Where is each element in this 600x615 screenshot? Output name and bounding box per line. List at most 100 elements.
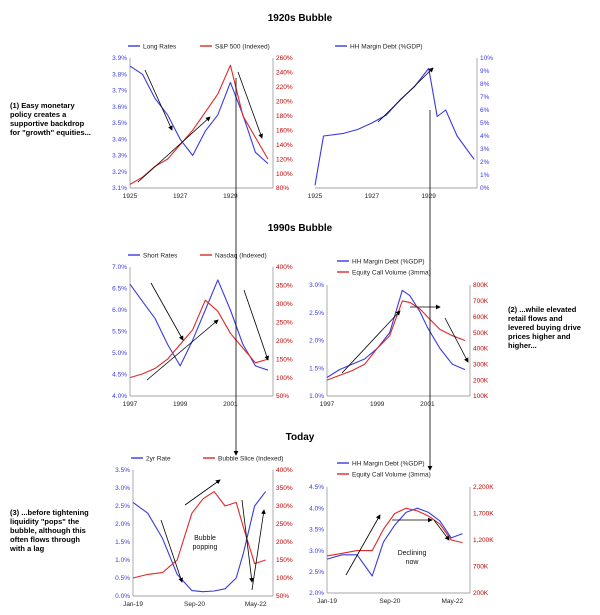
c3-series-line: [129, 299, 269, 379]
c6-yright-tick: 1,700K: [473, 511, 494, 518]
c6-yleft-tick: 3.5%: [309, 527, 324, 534]
c3-yright-tick: 250%: [276, 319, 293, 326]
c5-series-line: [132, 491, 267, 593]
annotation-2-line: (2) ...while elevated: [508, 305, 577, 314]
trend-arrow: [243, 289, 269, 361]
c5-yright-tick: 300%: [276, 503, 293, 510]
c1-yleft-tick: 3.5%: [112, 120, 127, 127]
c3-yright-tick: 300%: [276, 301, 293, 308]
trend-arrow: [377, 67, 434, 123]
c4-yright-tick: 600K: [473, 314, 489, 321]
c4-series-line: [326, 300, 466, 381]
c4-yleft-tick: 3.0%: [309, 282, 324, 289]
c3-yleft-tick: 6.5%: [112, 286, 127, 293]
trend-arrow: [237, 71, 263, 139]
c5-yleft-tick: 3.0%: [115, 485, 130, 492]
c5-yleft-tick: 1.0%: [115, 557, 130, 564]
c3-series-line: [129, 279, 269, 371]
c3-yleft-tick: 7.0%: [112, 264, 127, 271]
c3-yright-tick: 100%: [276, 375, 293, 382]
c1-yright-tick: 120%: [276, 156, 293, 163]
annotation-3-line: liquidity "pops" the: [10, 517, 80, 526]
c5-in-chart-label: Bubble: [194, 535, 216, 542]
annotation-1-line: policy creates a: [10, 110, 67, 119]
trend-arrow: [444, 317, 469, 363]
c6-in-chart-label: Declining: [398, 550, 427, 557]
annotation-1-line: for "growth" equities...: [10, 128, 91, 137]
trend-arrow: [150, 282, 184, 341]
c3-x-tick: 1997: [123, 401, 138, 408]
c4-yright-tick: 300K: [473, 361, 489, 368]
annotation-3-line: with a lag: [10, 544, 45, 553]
c4-x-tick: 1999: [370, 401, 385, 408]
c5-x-tick: Jan-19: [123, 601, 143, 608]
c3-yright-tick: 50%: [276, 393, 289, 400]
c6-x-tick: Jan-19: [317, 598, 337, 605]
annotation-1-line: (1) Easy monetary: [10, 101, 75, 110]
annotation-3: (3) ...before tightening liquidity "pops…: [10, 508, 110, 553]
trend-arrow: [345, 514, 381, 576]
c1-yleft-tick: 3.4%: [112, 136, 127, 143]
annotation-1: (1) Easy monetary policy creates a suppo…: [10, 101, 115, 137]
c3-yleft-tick: 4.5%: [112, 372, 127, 379]
c4-yleft-tick: 2.0%: [309, 338, 324, 345]
c5-x-tick: Sep-20: [184, 601, 205, 608]
c2-yright-tick: 7%: [480, 94, 490, 101]
c1-yleft-tick: 3.9%: [112, 55, 127, 62]
trend-arrow: [137, 116, 211, 183]
c6-yright-tick: 2,200K: [473, 484, 494, 491]
c3-yleft-tick: 6.0%: [112, 307, 127, 314]
c2-series-line: [314, 67, 475, 186]
c1-legend-item: Long Rates: [143, 43, 177, 50]
section-title-today: Today: [285, 432, 315, 443]
c2-yright-tick: 6%: [480, 107, 490, 114]
c1-series-line: [129, 65, 269, 165]
c4-yright-tick: 500K: [473, 330, 489, 337]
c6-yleft-tick: 4.5%: [309, 484, 324, 491]
c1-yleft-tick: 3.7%: [112, 88, 127, 95]
c4-yright-tick: 200K: [473, 377, 489, 384]
c5-yleft-tick: 1.5%: [115, 539, 130, 546]
section-title-1990s: 1990s Bubble: [267, 223, 333, 234]
annotation-1-line: supportive backdrop: [10, 119, 85, 128]
c1-yright-tick: 200%: [276, 99, 293, 106]
c1-yright-tick: 220%: [276, 84, 293, 91]
c1-yleft-tick: 3.8%: [112, 71, 127, 78]
trend-arrow: [241, 499, 254, 583]
c3-yright-tick: 400%: [276, 264, 293, 271]
c5-legend-item: 2yr Rate: [146, 455, 171, 462]
c3-yright-tick: 150%: [276, 356, 293, 363]
c4-yright-tick: 400K: [473, 346, 489, 353]
c4-x-tick: 1997: [320, 401, 335, 408]
c1-yright-tick: 160%: [276, 127, 293, 134]
c6-series-line: [326, 507, 463, 557]
c6-x-tick: May-22: [441, 598, 463, 605]
annotation-2: (2) ...while elevated retail flows and l…: [508, 305, 600, 350]
c4-legend-item: HH Margin Debt (%GDP): [352, 258, 425, 265]
c5-series-line: [132, 491, 266, 579]
c5-yleft-tick: 2.5%: [115, 503, 130, 510]
c5-yright-tick: 50%: [276, 593, 289, 600]
c5-yleft-tick: 0.5%: [115, 575, 130, 582]
trend-arrow: [146, 319, 219, 381]
c6-in-chart-label: now: [406, 559, 420, 566]
annotation-2-line: prices higher and: [508, 332, 571, 341]
c5-yleft-tick: 0.0%: [115, 593, 130, 600]
c4-yleft-tick: 1.0%: [309, 393, 324, 400]
c1-x-tick: 1929: [223, 193, 238, 200]
c6-legend-item: Equity Call Volume (3mma): [352, 471, 431, 478]
c1-yleft-tick: 3.2%: [112, 169, 127, 176]
c2-yright-tick: 8%: [480, 81, 490, 88]
c1-yleft-tick: 3.1%: [112, 185, 127, 192]
c4-yleft-tick: 1.5%: [309, 365, 324, 372]
c6-yright-tick: 200K: [473, 590, 489, 597]
c6-yleft-tick: 2.5%: [309, 569, 324, 576]
annotation-2-line: higher...: [508, 341, 537, 350]
c1-yright-tick: 80%: [276, 185, 289, 192]
c6-yleft-tick: 4.0%: [309, 505, 324, 512]
c2-yright-tick: 5%: [480, 120, 490, 127]
c3-legend-item: Nasdaq (Indexed): [215, 252, 267, 259]
c3-x-tick: 2001: [223, 401, 238, 408]
c1-x-tick: 1927: [173, 193, 188, 200]
c5-yright-tick: 400%: [276, 467, 293, 474]
